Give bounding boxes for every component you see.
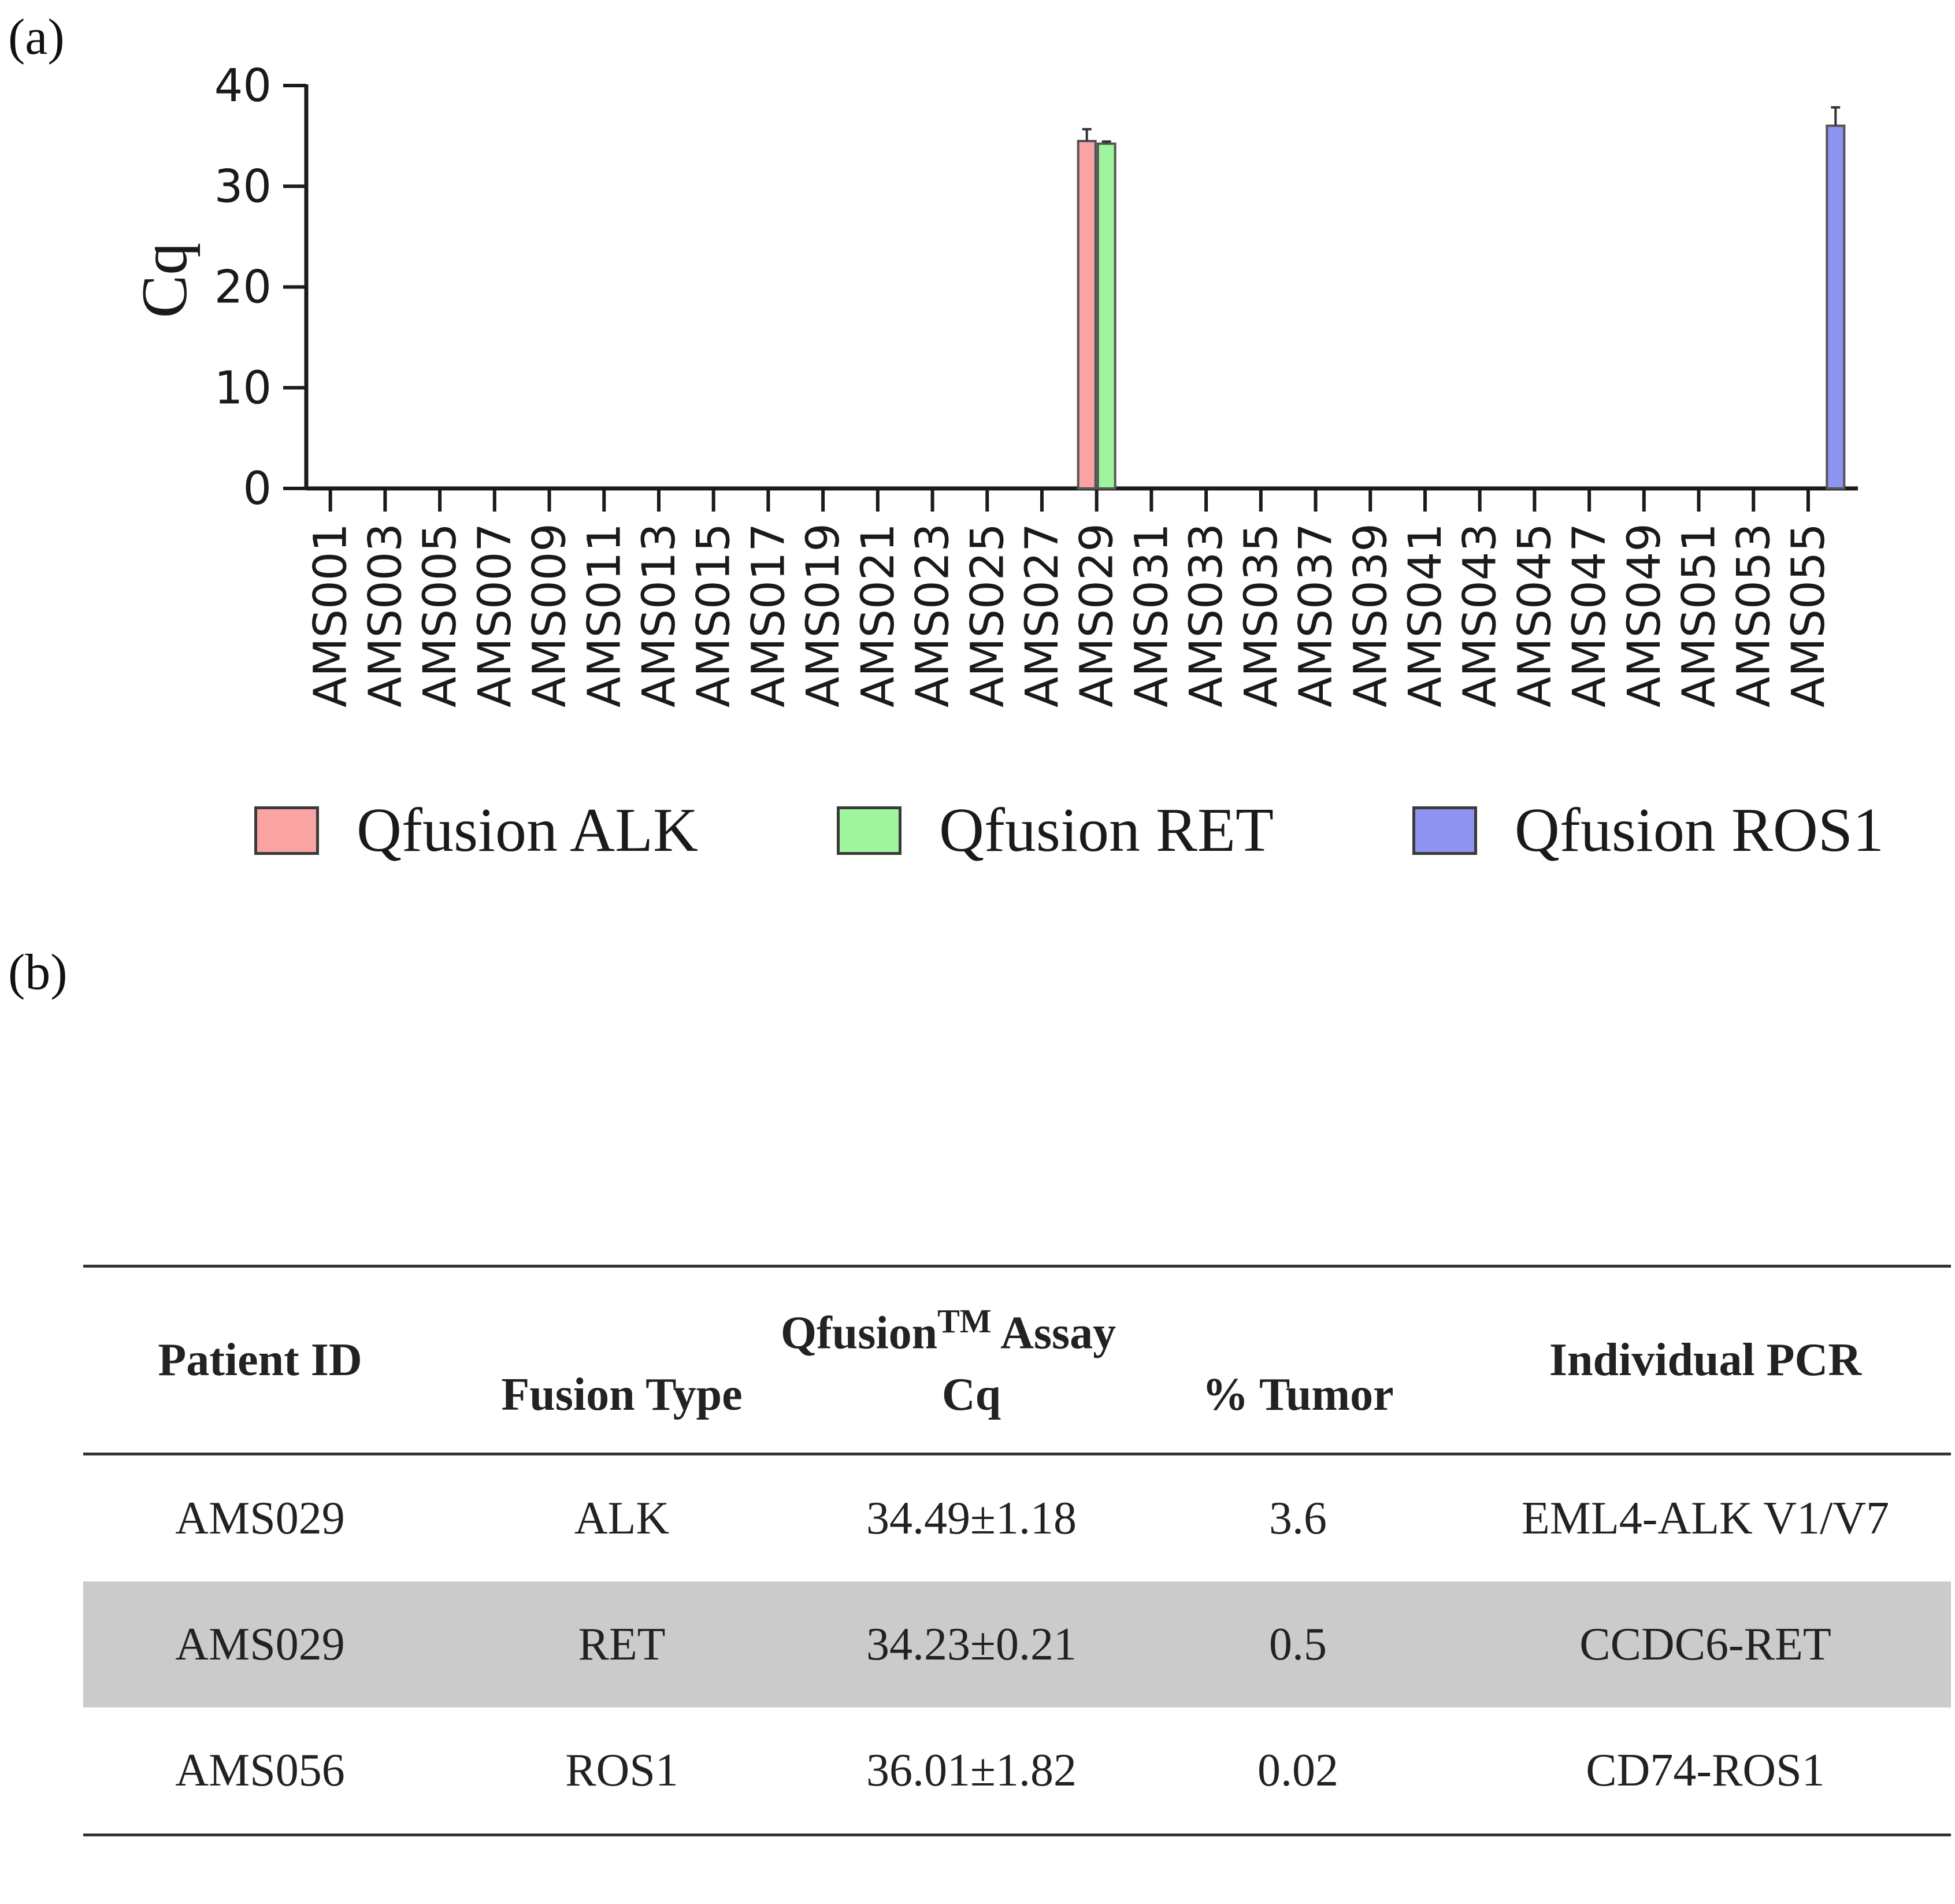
cell-cq: 36.01±1.82 [866,1744,1077,1796]
legend-label-ros1: Qfusion ROS1 [1514,796,1884,865]
legend-label-alk: Qfusion ALK [357,796,698,865]
x-tick-label: AMS041 [1400,523,1452,707]
bar-alk [1077,140,1097,490]
x-tick-label: AMS009 [524,523,576,707]
x-tick-label: AMS045 [1509,523,1561,707]
header-assay-text: Assay [991,1308,1116,1359]
x-tick-label: AMS025 [962,523,1014,707]
results-table: Patient ID QfusionTM Assay Individual PC… [83,1265,1951,1836]
cell-individual-pcr: CD74-ROS1 [1586,1744,1825,1796]
x-tick-label: AMS043 [1455,523,1507,707]
legend-swatch-ret [836,806,902,855]
header-patient-id: Patient ID [158,1334,362,1386]
x-tick-label: AMS023 [907,523,959,707]
x-tick-label: AMS039 [1345,523,1397,707]
legend-item-ros1: Qfusion ROS1 [1412,795,1884,866]
x-tick-label: AMS013 [633,523,685,707]
cell-patient-id: AMS029 [83,1581,437,1707]
cell-cq: 34.49±1.18 [866,1492,1077,1544]
bar-ros1 [1826,124,1846,490]
cell-fusion-type: ROS1 [565,1744,678,1796]
x-tick-label: AMS015 [688,523,740,707]
table-row: AMS056 ROS1 36.01±1.82 0.02 CD74-ROS1 [83,1707,1951,1835]
cell-fusion-type: ALK [574,1492,670,1544]
header-qfusion-text: Qfusion [780,1308,938,1359]
legend-item-alk: Qfusion ALK [254,795,698,866]
legend-item-ret: Qfusion RET [836,795,1274,866]
panel-label-b: (b) [8,944,68,1001]
x-tick-label: AMS019 [797,523,849,707]
cell-tumor: 0.5 [1136,1581,1460,1707]
x-tick-label: AMS055 [1783,523,1835,707]
header-fusion-type: Fusion Type [501,1369,743,1420]
table-row: AMS029 ALK 34.49±1.18 3.6 EML4-ALK V1/V7 [83,1454,1951,1582]
header-tumor: % Tumor [1202,1369,1394,1420]
x-tick-label: AMS033 [1181,523,1233,707]
header-trademark: TM [937,1302,992,1340]
header-qfusion-assay: QfusionTM Assay [437,1266,1460,1361]
x-tick-label: AMS011 [578,523,630,707]
x-tick-label: AMS035 [1236,523,1288,707]
bar-ret [1096,142,1116,490]
x-tick-label: AMS051 [1674,523,1726,707]
legend-label-ret: Qfusion RET [938,796,1274,865]
y-tick-label: 10 [214,362,272,414]
header-individual-pcr: Individual PCR [1549,1334,1862,1386]
x-tick-label: AMS001 [305,523,357,707]
legend-swatch-ros1 [1412,806,1477,855]
cell-fusion-type: RET [437,1581,807,1707]
chart-legend: Qfusion ALK Qfusion RET Qfusion ROS1 [254,795,1884,866]
y-tick-label: 30 [214,161,272,213]
cell-tumor: 3.6 [1269,1492,1327,1544]
y-tick-label: 40 [214,60,272,112]
x-tick-label: AMS017 [743,523,795,707]
cell-individual-pcr: CCDC6-RET [1460,1581,1951,1707]
cq-bar-chart: 0 10 20 30 40 Cq AMS001 AMS003 AMS005 AMS007 AMS00… [129,60,1858,707]
cell-cq: 34.23±0.21 [807,1581,1136,1707]
legend-swatch-alk [254,806,319,855]
x-tick-label: AMS049 [1619,523,1671,707]
table-header-row-group: Patient ID QfusionTM Assay Individual PC… [83,1266,1951,1386]
x-tick-label: AMS037 [1290,523,1342,707]
y-tick-label: 20 [214,262,272,314]
header-cq: Cq [941,1369,1001,1420]
y-axis-title: Cq [129,243,201,318]
x-tick-label: AMS007 [469,523,521,707]
table-row: AMS029 RET 34.23±0.21 0.5 CCDC6-RET [83,1581,1951,1707]
cell-tumor: 0.02 [1257,1744,1338,1796]
cell-patient-id: AMS029 [175,1492,345,1544]
cell-patient-id: AMS056 [175,1744,345,1796]
x-tick-label: AMS031 [1126,523,1178,707]
x-tick-label: AMS027 [1017,523,1069,707]
x-tick-label: AMS029 [1071,523,1123,707]
y-tick-label: 0 [243,463,272,515]
x-tick-label: AMS053 [1728,523,1780,707]
x-tick-label: AMS047 [1564,523,1616,707]
x-tick-label: AMS021 [852,523,904,707]
x-tick-label: AMS003 [359,523,411,707]
x-tick-label: AMS005 [414,523,466,707]
cell-individual-pcr: EML4-ALK V1/V7 [1521,1492,1890,1544]
panel-label-a: (a) [8,9,65,65]
table-header-row-columns: Fusion Type Cq % Tumor [83,1360,1951,1454]
